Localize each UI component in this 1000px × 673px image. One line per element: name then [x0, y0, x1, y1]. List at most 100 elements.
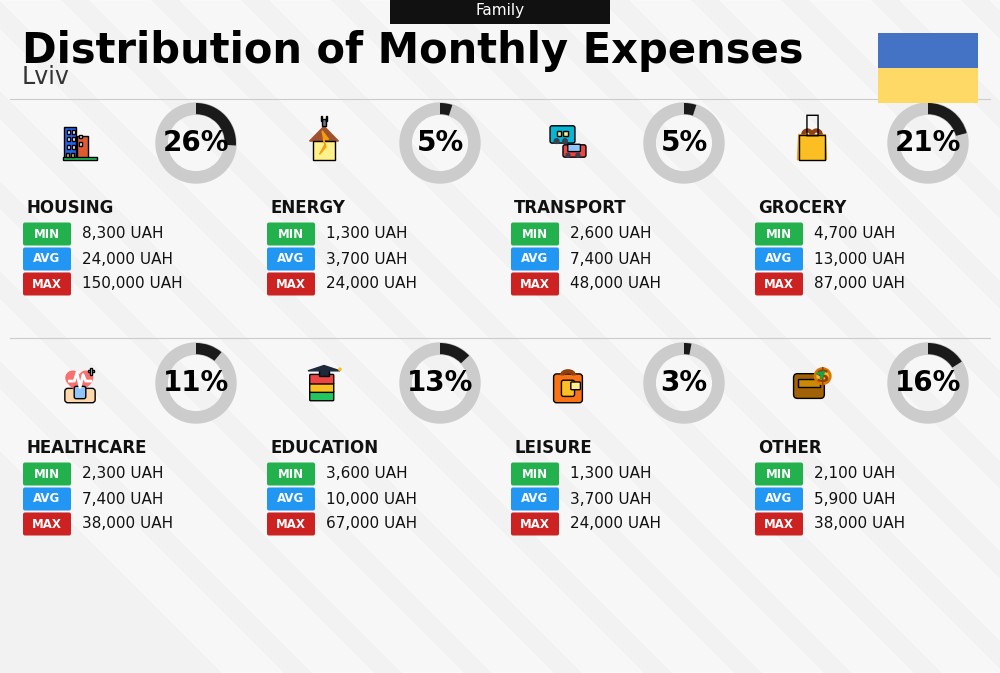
Text: 3%: 3% — [660, 369, 708, 397]
FancyBboxPatch shape — [755, 223, 803, 246]
Text: MAX: MAX — [32, 518, 62, 530]
FancyBboxPatch shape — [554, 374, 582, 402]
Text: MIN: MIN — [522, 468, 548, 481]
Text: AVG: AVG — [765, 493, 793, 505]
FancyBboxPatch shape — [511, 248, 559, 271]
Polygon shape — [450, 0, 1000, 673]
Text: AVG: AVG — [277, 252, 305, 266]
Text: MIN: MIN — [522, 227, 548, 240]
Text: 3,700 UAH: 3,700 UAH — [326, 252, 408, 267]
FancyBboxPatch shape — [23, 462, 71, 485]
Wedge shape — [928, 343, 962, 367]
FancyBboxPatch shape — [755, 273, 803, 295]
Text: 2,300 UAH: 2,300 UAH — [82, 466, 164, 481]
Circle shape — [565, 153, 571, 158]
FancyBboxPatch shape — [72, 130, 75, 133]
FancyBboxPatch shape — [568, 144, 580, 151]
FancyBboxPatch shape — [23, 223, 71, 246]
FancyBboxPatch shape — [267, 223, 315, 246]
FancyBboxPatch shape — [90, 368, 92, 375]
FancyBboxPatch shape — [511, 513, 559, 536]
Polygon shape — [0, 0, 283, 673]
FancyBboxPatch shape — [267, 513, 315, 536]
Text: Lviv: Lviv — [22, 65, 70, 89]
Circle shape — [554, 138, 560, 144]
Text: 11%: 11% — [163, 369, 229, 397]
Text: 5%: 5% — [660, 129, 708, 157]
Wedge shape — [196, 343, 221, 361]
FancyBboxPatch shape — [563, 145, 586, 157]
Circle shape — [338, 367, 342, 371]
Text: 24,000 UAH: 24,000 UAH — [570, 516, 661, 532]
Text: AVG: AVG — [521, 493, 549, 505]
Text: MAX: MAX — [276, 277, 306, 291]
Polygon shape — [270, 0, 1000, 673]
Circle shape — [562, 138, 568, 144]
Text: AVG: AVG — [33, 493, 61, 505]
FancyBboxPatch shape — [755, 248, 803, 271]
Text: MIN: MIN — [278, 227, 304, 240]
Text: EDUCATION: EDUCATION — [270, 439, 378, 457]
Text: 3,700 UAH: 3,700 UAH — [570, 491, 652, 507]
FancyBboxPatch shape — [571, 382, 580, 390]
Text: 24,000 UAH: 24,000 UAH — [82, 252, 173, 267]
FancyBboxPatch shape — [511, 223, 559, 246]
Polygon shape — [0, 0, 373, 673]
Polygon shape — [0, 0, 733, 673]
Text: AVG: AVG — [33, 252, 61, 266]
FancyBboxPatch shape — [267, 248, 315, 271]
Text: HEALTHCARE: HEALTHCARE — [26, 439, 146, 457]
FancyBboxPatch shape — [319, 369, 329, 376]
FancyBboxPatch shape — [755, 513, 803, 536]
FancyBboxPatch shape — [267, 487, 315, 511]
Text: MIN: MIN — [34, 227, 60, 240]
FancyBboxPatch shape — [23, 487, 71, 511]
FancyBboxPatch shape — [390, 0, 610, 24]
Wedge shape — [196, 103, 236, 145]
Text: 13%: 13% — [407, 369, 473, 397]
Polygon shape — [90, 0, 823, 673]
Text: 13,000 UAH: 13,000 UAH — [814, 252, 905, 267]
Circle shape — [575, 153, 581, 158]
Polygon shape — [720, 0, 1000, 673]
Text: MAX: MAX — [520, 277, 550, 291]
Text: AVG: AVG — [521, 252, 549, 266]
Text: MIN: MIN — [278, 468, 304, 481]
Text: 26%: 26% — [163, 129, 229, 157]
Text: 8,300 UAH: 8,300 UAH — [82, 227, 164, 242]
FancyBboxPatch shape — [310, 383, 334, 392]
FancyBboxPatch shape — [267, 462, 315, 485]
Text: MIN: MIN — [34, 468, 60, 481]
Text: Distribution of Monthly Expenses: Distribution of Monthly Expenses — [22, 30, 804, 72]
FancyBboxPatch shape — [755, 462, 803, 485]
Text: 4,700 UAH: 4,700 UAH — [814, 227, 895, 242]
Polygon shape — [66, 371, 93, 395]
Text: LEISURE: LEISURE — [514, 439, 592, 457]
Text: MAX: MAX — [276, 518, 306, 530]
Text: ENERGY: ENERGY — [270, 199, 345, 217]
Text: Family: Family — [475, 3, 525, 18]
FancyBboxPatch shape — [799, 135, 825, 160]
FancyBboxPatch shape — [88, 370, 94, 372]
Text: MAX: MAX — [520, 518, 550, 530]
FancyBboxPatch shape — [66, 153, 69, 157]
FancyBboxPatch shape — [322, 119, 326, 127]
Text: MAX: MAX — [32, 277, 62, 291]
Text: AVG: AVG — [765, 252, 793, 266]
Polygon shape — [540, 0, 1000, 673]
FancyBboxPatch shape — [79, 135, 82, 139]
FancyBboxPatch shape — [878, 33, 978, 68]
Text: $: $ — [816, 367, 829, 386]
Text: OTHER: OTHER — [758, 439, 822, 457]
FancyBboxPatch shape — [23, 273, 71, 295]
Text: HOUSING: HOUSING — [26, 199, 113, 217]
Text: 10,000 UAH: 10,000 UAH — [326, 491, 417, 507]
FancyBboxPatch shape — [63, 157, 97, 160]
Text: 2,600 UAH: 2,600 UAH — [570, 227, 652, 242]
FancyBboxPatch shape — [67, 130, 70, 133]
FancyBboxPatch shape — [321, 116, 322, 121]
FancyBboxPatch shape — [550, 126, 575, 143]
Polygon shape — [810, 0, 1000, 673]
Text: 1,300 UAH: 1,300 UAH — [570, 466, 652, 481]
FancyBboxPatch shape — [65, 388, 95, 402]
